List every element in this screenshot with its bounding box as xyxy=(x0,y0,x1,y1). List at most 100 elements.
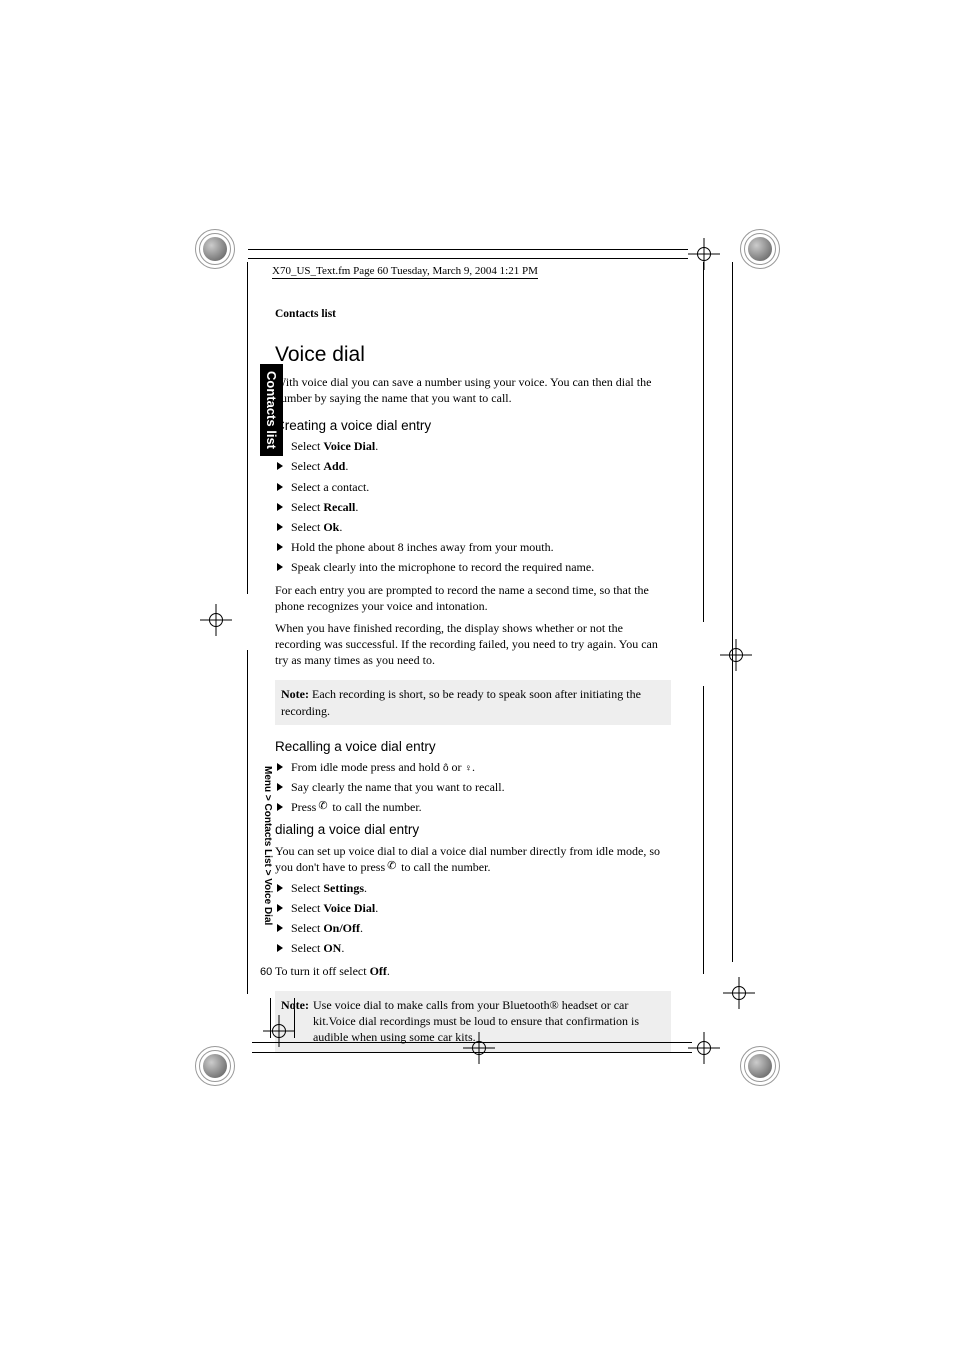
triangle-icon xyxy=(277,783,283,791)
section-label: Contacts list xyxy=(275,308,671,320)
step-bold: Settings xyxy=(323,881,364,895)
regmark-bottom-right-sphere xyxy=(740,1046,780,1086)
guide-vline-right-lower xyxy=(703,686,704,974)
regmark-bottom-right2-cross xyxy=(723,977,755,1009)
step-text: . xyxy=(345,459,348,473)
page-number: 60 xyxy=(260,966,272,978)
triangle-icon xyxy=(277,803,283,811)
para-text: to call the number. xyxy=(398,860,490,874)
step-item: Select Add. xyxy=(275,459,671,475)
step-text: Speak clearly into the microphone to rec… xyxy=(291,560,594,574)
triangle-icon xyxy=(277,523,283,531)
guide-vline-left-lower xyxy=(247,650,248,994)
note-label: Note: xyxy=(281,687,309,701)
guide-vline-bl-1 xyxy=(270,998,271,1038)
guide-vline-bl-2 xyxy=(294,998,295,1038)
para-turnoff: To turn it off select Off. xyxy=(275,963,671,979)
regmark-mid-left-cross xyxy=(200,604,232,636)
para-text: To turn it off select xyxy=(275,964,370,978)
step-text: or xyxy=(449,760,465,774)
step-item: Select a contact. xyxy=(275,480,671,496)
step-text: Press xyxy=(291,800,319,814)
step-text: . xyxy=(339,520,342,534)
step-item: Select Settings. xyxy=(275,881,671,897)
para-after-steps-2: When you have finished recording, the di… xyxy=(275,620,671,669)
step-text: Select xyxy=(291,941,323,955)
step-text: . xyxy=(375,901,378,915)
guide-top-line-2 xyxy=(248,258,688,259)
step-item: Press to call the number. xyxy=(275,800,671,816)
page-header: X70_US_Text.fm Page 60 Tuesday, March 9,… xyxy=(272,265,538,279)
step-item: Select Ok. xyxy=(275,520,671,536)
triangle-icon xyxy=(277,442,283,450)
step-text: Select xyxy=(291,901,323,915)
triangle-icon xyxy=(277,543,283,551)
step-bold: ON xyxy=(323,941,341,955)
triangle-icon xyxy=(277,884,283,892)
step-bold: Voice Dial xyxy=(323,901,375,915)
triangle-icon xyxy=(277,563,283,571)
regmark-top-left-sphere xyxy=(195,229,235,269)
step-text: Select xyxy=(291,500,323,514)
guide-bottom-line-2 xyxy=(252,1052,692,1053)
step-bold: Recall xyxy=(323,500,355,514)
note-box-1: Note: Each recording is short, so be rea… xyxy=(275,680,671,724)
triangle-icon xyxy=(277,483,283,491)
step-text: Select xyxy=(291,520,323,534)
step-text: Say clearly the name that you want to re… xyxy=(291,780,505,794)
side-breadcrumb: Menu > Contacts List > Voice Dial xyxy=(262,766,273,925)
step-text: Select xyxy=(291,881,323,895)
step-item: Select Recall. xyxy=(275,500,671,516)
regmark-bottom-mid-cross xyxy=(463,1032,495,1064)
para-dialing-intro: You can set up voice dial to dial a voic… xyxy=(275,843,671,875)
step-item: Select On/Off. xyxy=(275,921,671,937)
triangle-icon xyxy=(277,904,283,912)
guide-vline-far-right xyxy=(732,262,733,962)
step-text: . xyxy=(341,941,344,955)
regmark-top-right-sphere xyxy=(740,229,780,269)
step-item: Select Voice Dial. xyxy=(275,439,671,455)
step-item: Speak clearly into the microphone to rec… xyxy=(275,560,671,576)
para-text: . xyxy=(387,964,390,978)
step-text: From idle mode press and hold xyxy=(291,760,443,774)
call-icon xyxy=(388,862,398,872)
steps-recalling: From idle mode press and hold ô or ♀. Sa… xyxy=(275,760,671,816)
step-item: Hold the phone about 8 inches away from … xyxy=(275,540,671,556)
call-icon xyxy=(319,802,329,812)
step-item: From idle mode press and hold ô or ♀. xyxy=(275,760,671,776)
page: X70_US_Text.fm Page 60 Tuesday, March 9,… xyxy=(0,0,954,1351)
note-text: Each recording is short, so be ready to … xyxy=(281,687,641,717)
triangle-icon xyxy=(277,944,283,952)
triangle-icon xyxy=(277,763,283,771)
step-bold: Voice Dial xyxy=(323,439,375,453)
steps-creating: Select Voice Dial. Select Add. Select a … xyxy=(275,439,671,575)
triangle-icon xyxy=(277,462,283,470)
triangle-icon xyxy=(277,503,283,511)
guide-bottom-line-1 xyxy=(252,1042,692,1043)
regmark-top-right-cross xyxy=(688,238,720,270)
step-text: . xyxy=(360,921,363,935)
heading-recalling: Recalling a voice dial entry xyxy=(275,739,671,754)
triangle-icon xyxy=(277,924,283,932)
step-bold: Add xyxy=(323,459,345,473)
regmark-bottom-left-sphere xyxy=(195,1046,235,1086)
step-text: to call the number. xyxy=(329,800,421,814)
step-text: . xyxy=(355,500,358,514)
step-text: Select xyxy=(291,921,323,935)
regmark-bottom-right-cross xyxy=(688,1032,720,1064)
step-text: Hold the phone about 8 inches away from … xyxy=(291,540,554,554)
heading-dialing: dialing a voice dial entry xyxy=(275,822,671,837)
heading-creating: Creating a voice dial entry xyxy=(275,418,671,433)
step-item: Select Voice Dial. xyxy=(275,901,671,917)
content-area: Contacts list Voice dial With voice dial… xyxy=(275,308,671,1066)
intro-text: With voice dial you can save a number us… xyxy=(275,374,671,406)
step-bold: Ok xyxy=(323,520,339,534)
step-text: . xyxy=(472,760,475,774)
step-item: Select ON. xyxy=(275,941,671,957)
step-text: Select a contact. xyxy=(291,480,369,494)
step-bold: On/Off xyxy=(323,921,360,935)
step-text: . xyxy=(375,439,378,453)
step-text: Select xyxy=(291,439,323,453)
para-after-steps-1: For each entry you are prompted to recor… xyxy=(275,582,671,614)
page-title: Voice dial xyxy=(275,343,671,367)
